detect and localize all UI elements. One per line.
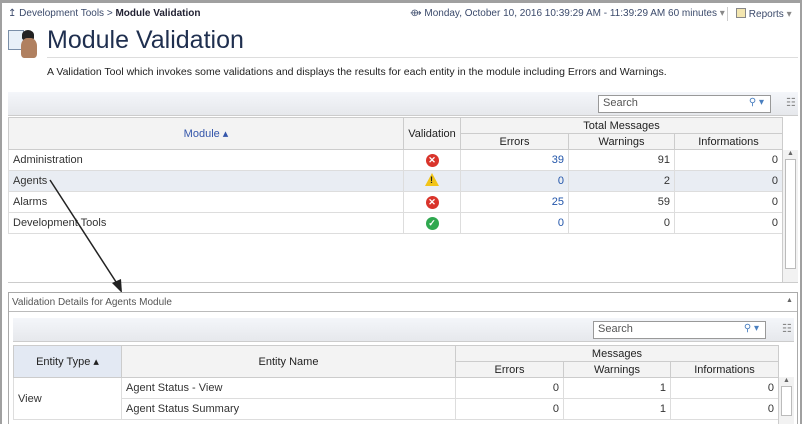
informations-cell: 0 [670, 377, 779, 399]
title-divider [47, 57, 798, 58]
module-column-header[interactable]: Module ▴ [8, 117, 404, 150]
breadcrumb-parent[interactable]: Development Tools [19, 8, 105, 19]
details-search-input[interactable]: Search ⚲ ▾ [593, 321, 766, 339]
module-row[interactable]: Development Tools ✓ 0 0 0 [8, 212, 783, 234]
warnings-column-header[interactable]: Warnings [568, 133, 675, 150]
entity-name[interactable]: Agent Status Summary [121, 398, 456, 420]
up-icon[interactable]: ↥ [8, 8, 17, 19]
module-row[interactable]: Agents ! 0 2 0 [8, 170, 783, 192]
module-table: Module ▴ Validation Total Messages Error… [8, 117, 783, 234]
module-validation-icon [8, 28, 40, 58]
divider [8, 282, 798, 283]
warnings-cell: 1 [563, 398, 671, 420]
time-icon: ⟴ [410, 8, 422, 19]
reports-button[interactable]: Reports ▾ [736, 8, 792, 20]
time-range-text: Monday, October 10, 2016 10:39:29 AM - 1… [424, 8, 717, 19]
warnings-cell: 1 [563, 377, 671, 399]
errors-column-header[interactable]: Errors [455, 361, 564, 378]
entity-name[interactable]: Agent Status - View [121, 377, 456, 399]
collapse-icon[interactable]: ▲ [786, 297, 793, 304]
informations-column-header[interactable]: Informations [670, 361, 779, 378]
validation-status: ! [403, 170, 461, 192]
messages-header: Messages [455, 345, 779, 362]
ok-icon: ✓ [425, 216, 439, 230]
column-options-icon[interactable]: ☷ [782, 323, 792, 335]
page-title: Module Validation [47, 26, 244, 54]
search-icon[interactable]: ⚲ ▾ [748, 97, 764, 108]
page-description: A Validation Tool which invokes some val… [47, 66, 667, 78]
details-table-scrollbar[interactable]: ▲ [778, 377, 794, 424]
errors-cell: 0 [460, 170, 569, 192]
breadcrumb-current: Module Validation [115, 8, 201, 19]
search-icon[interactable]: ⚲ ▾ [743, 323, 759, 334]
error-icon: ✕ [425, 153, 439, 167]
errors-cell: 0 [455, 377, 564, 399]
entity-name-column-header[interactable]: Entity Name [121, 345, 456, 378]
reports-icon [736, 8, 746, 18]
warnings-cell: 2 [568, 170, 675, 192]
chevron-down-icon: ▾ [786, 9, 792, 20]
informations-cell: 0 [674, 170, 783, 192]
details-table: Entity Type ▴ Entity Name Messages Error… [13, 345, 779, 420]
divider [9, 311, 797, 312]
reports-label: Reports [748, 9, 784, 20]
breadcrumb: ↥ Development Tools > Module Validation [8, 8, 201, 19]
details-title: Validation Details for Agents Module [12, 297, 172, 308]
error-icon: ✕ [425, 195, 439, 209]
entity-row[interactable]: Agent Status Summary 0 1 0 [14, 398, 779, 420]
informations-column-header[interactable]: Informations [674, 133, 783, 150]
entity-row[interactable]: View Agent Status - View 0 1 0 [13, 377, 779, 420]
divider [727, 7, 728, 21]
entity-type-column-header[interactable]: Entity Type ▴ [13, 345, 122, 378]
search-placeholder: Search [603, 97, 638, 109]
warnings-column-header[interactable]: Warnings [563, 361, 671, 378]
details-panel [8, 292, 798, 424]
entity-type-cell: View [13, 377, 122, 420]
module-name[interactable]: Agents [8, 170, 404, 192]
errors-column-header[interactable]: Errors [460, 133, 569, 150]
errors-cell: 0 [455, 398, 564, 420]
total-messages-header: Total Messages [460, 117, 783, 134]
informations-cell: 0 [674, 212, 783, 234]
validation-status: ✕ [403, 191, 461, 213]
module-name[interactable]: Development Tools [8, 212, 404, 234]
informations-cell: 0 [670, 398, 779, 420]
warning-icon: ! [425, 173, 439, 186]
time-range-selector[interactable]: ⟴ Monday, October 10, 2016 10:39:29 AM -… [410, 8, 725, 19]
column-options-icon[interactable]: ☷ [786, 97, 796, 109]
chevron-down-icon: ▾ [719, 8, 725, 19]
module-table-scrollbar[interactable]: ▲ [782, 150, 798, 282]
module-search-input[interactable]: Search ⚲ ▾ [598, 95, 771, 113]
search-placeholder: Search [598, 323, 633, 335]
